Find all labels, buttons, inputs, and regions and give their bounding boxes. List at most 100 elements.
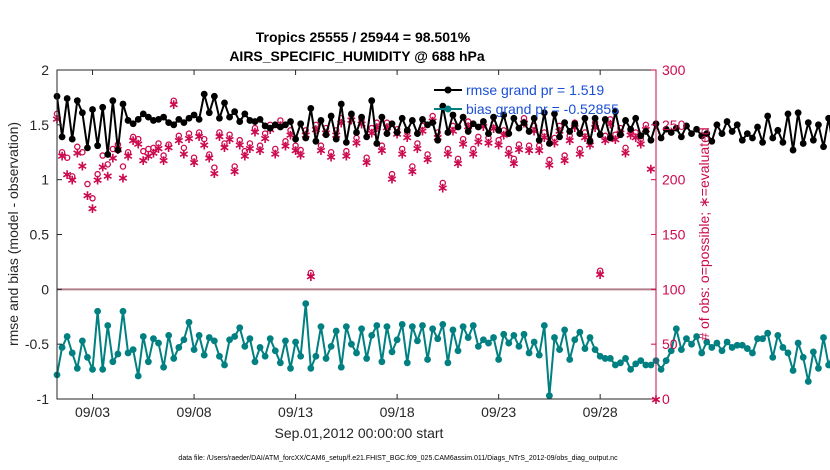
bias-point	[342, 323, 350, 331]
obs-evaluated-point: ∗	[310, 122, 322, 138]
bias-point	[571, 336, 579, 344]
obs-possible-point	[231, 163, 238, 170]
rmse-point	[429, 119, 437, 127]
bias-point	[353, 349, 360, 357]
rmse-point	[424, 121, 431, 129]
obs-possible-point	[119, 163, 127, 170]
rmse-point	[774, 126, 782, 134]
rmse-point	[419, 115, 426, 123]
rmse-point	[820, 143, 827, 151]
rmse-point	[474, 123, 482, 131]
bias-point	[134, 372, 142, 380]
obs-evaluated-point: ∗	[366, 126, 378, 142]
rmse-point	[160, 113, 168, 121]
obs-evaluated-point: ∗	[549, 135, 561, 151]
bias-point	[216, 352, 223, 360]
obs-possible-point	[241, 147, 249, 155]
bias-point	[429, 325, 437, 333]
rmse-point	[185, 114, 193, 122]
rmse-point	[226, 113, 233, 121]
obs-possible-point	[206, 151, 213, 158]
obs-evaluated-point: ∗	[87, 201, 99, 217]
rmse-point	[647, 136, 655, 144]
bias-point	[414, 337, 421, 345]
rmse-point	[144, 113, 152, 121]
bias-point	[515, 342, 523, 350]
bias-point	[271, 347, 279, 355]
obs-evaluated-point: ∗	[584, 138, 596, 154]
obs-possible-point	[216, 129, 223, 136]
obs-evaluated-point: ∗	[351, 135, 363, 151]
bias-point	[723, 338, 731, 346]
obs-evaluated-point: ∗	[132, 136, 144, 152]
obs-evaluated-point: ∗	[92, 173, 104, 189]
obs-evaluated-point: ∗	[488, 121, 500, 137]
bias-point	[667, 347, 675, 355]
obs-possible-point	[429, 112, 436, 120]
obs-evaluated-point: ∗	[269, 146, 281, 162]
bias-point	[754, 335, 761, 343]
y-left-tick-label: -1	[37, 391, 50, 407]
obs-evaluated-point: ∗	[208, 166, 220, 182]
y-left-tick-label: 2	[41, 62, 49, 78]
obs-evaluated-point: ∗	[610, 132, 622, 148]
bias-point	[89, 365, 96, 373]
rmse-point	[566, 128, 574, 135]
bias-point	[139, 333, 147, 340]
obs-evaluated-point: ∗	[107, 151, 119, 167]
bias-point	[698, 349, 706, 357]
bias-point	[606, 355, 614, 362]
rmse-point	[337, 100, 345, 108]
rmse-point	[530, 114, 538, 122]
rmse-point	[94, 142, 102, 150]
x-tick-label: 09/13	[278, 404, 313, 420]
bias-point	[327, 342, 335, 350]
obs-evaluated-point: ∗	[66, 173, 78, 189]
bias-point	[408, 323, 416, 331]
obs-evaluated-point: ∗	[422, 152, 434, 168]
y-right-tick-label: 150	[662, 227, 686, 243]
bias-point	[165, 331, 173, 339]
rmse-point	[784, 110, 792, 118]
rmse-point	[591, 114, 599, 122]
rmse-point	[480, 118, 487, 125]
x-axis-ticks: 09/03 09/08 09/13 09/18 09/23 09/28	[75, 70, 618, 420]
rmse-point	[627, 125, 635, 133]
obs-possible-point	[475, 133, 482, 141]
bias-point	[144, 358, 152, 366]
obs-evaluated-point: ∗	[259, 131, 271, 147]
obs-possible-point	[94, 170, 101, 178]
obs-possible-point	[363, 154, 370, 161]
rmse-point	[683, 122, 690, 130]
obs-evaluated-point: ∗	[538, 130, 550, 146]
obs-evaluated-point: ∗	[401, 130, 413, 146]
y-right-tick-label: 0	[662, 391, 670, 407]
bias-point	[525, 349, 533, 357]
rmse-point	[444, 129, 452, 136]
y-left-axis-label: rmse and bias (model - observation)	[5, 122, 21, 346]
bias-point	[378, 358, 386, 366]
obs-evaluated-point: ∗	[239, 149, 251, 165]
bias-point	[73, 364, 81, 372]
rmse-point	[155, 115, 162, 123]
obs-evaluated-point: ∗	[478, 119, 490, 135]
bias-point	[337, 363, 345, 371]
obs-evaluated-point: ∗	[452, 156, 464, 172]
rmse-point	[759, 138, 767, 146]
x-axis-label: Sep.01,2012 00:00:00 start	[275, 425, 444, 441]
bias-point	[459, 323, 467, 331]
bias-point	[545, 392, 553, 400]
obs-evaluated-point: ∗	[442, 146, 454, 162]
rmse-point	[109, 97, 117, 105]
obs-evaluated-point: ∗	[467, 146, 479, 162]
obs-possible-point	[632, 129, 639, 136]
rmse-point	[63, 95, 71, 102]
obs-evaluated-point: ∗	[544, 157, 556, 173]
y-right-axis-label: # of obs: o=possible; ∗=evaluated	[696, 127, 712, 340]
bias-point	[551, 334, 558, 341]
rmse-point	[282, 121, 289, 129]
rmse-point	[642, 128, 650, 135]
rmse-point	[434, 136, 442, 144]
rmse-point	[139, 110, 147, 118]
bias-point	[205, 334, 213, 341]
